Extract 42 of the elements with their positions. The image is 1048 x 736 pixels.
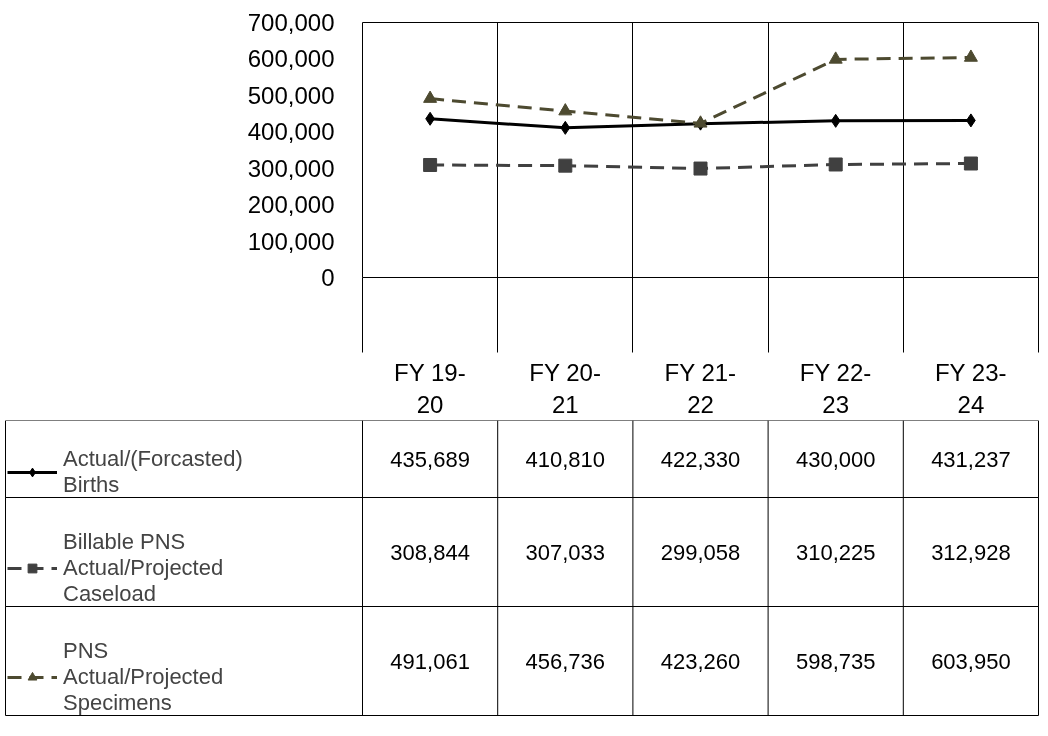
point [828, 157, 843, 172]
data-label: 307,033 [525, 539, 606, 565]
data-label: 435,689 [390, 446, 470, 472]
data-label: 430,000 [795, 446, 876, 472]
data-label: 410,810 [525, 446, 606, 472]
data-label: 422,330 [660, 446, 741, 472]
data-label: 310,225 [795, 539, 876, 565]
point [558, 103, 573, 116]
point [963, 49, 978, 62]
legend-label: Actual/(Forcasted) Births [63, 445, 243, 498]
point [423, 157, 438, 172]
point [560, 120, 571, 135]
data-label: 308,844 [390, 539, 470, 565]
x-tick-label: FY 19-20 [394, 358, 466, 418]
data-label: 491,061 [390, 648, 470, 674]
data-label: 598,735 [795, 648, 876, 674]
data-label: 456,736 [525, 648, 606, 674]
x-tick-label: FY 21-22 [664, 358, 737, 418]
legend-label: Billable PNS Actual/Projected Caseload [63, 529, 224, 607]
x-tick-label: FY 22-23 [799, 358, 872, 418]
data-label: 431,237 [931, 446, 1011, 472]
point [963, 156, 978, 171]
y-tick-label: 500,000 [247, 81, 335, 109]
y-tick-label: 400,000 [247, 118, 335, 146]
data-label: 312,928 [931, 539, 1011, 565]
point [558, 158, 573, 173]
y-tick-label: 700,000 [247, 9, 335, 36]
y-tick-label: 100,000 [247, 227, 335, 255]
y-tick-label: 0 [321, 264, 335, 291]
point [828, 51, 843, 64]
x-tick-label: FY 20-21 [529, 358, 601, 418]
data-label: 603,950 [931, 648, 1011, 674]
data-label: 423,260 [660, 648, 741, 674]
point [693, 161, 708, 176]
point [830, 113, 841, 128]
y-tick-label: 600,000 [247, 45, 335, 73]
point [423, 90, 438, 103]
x-tick-label: FY 23-24 [934, 358, 1007, 418]
y-tick-label: 200,000 [247, 191, 335, 219]
legend-label: PNS Actual/Projected Specimens [63, 638, 224, 716]
y-tick-label: 300,000 [247, 154, 335, 182]
data-label: 299,058 [660, 539, 741, 565]
